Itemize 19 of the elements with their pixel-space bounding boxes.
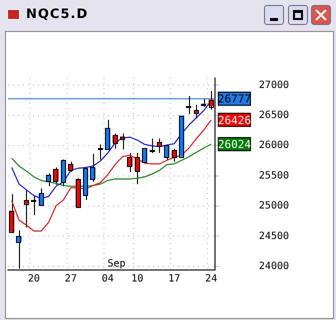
x-tick-label: 27 bbox=[64, 274, 77, 285]
x-tick-label: 20 bbox=[28, 274, 40, 285]
y-tick-label: 26000 bbox=[258, 140, 290, 152]
x-tick-label: 10 bbox=[131, 274, 144, 285]
x-tick-label: 24 bbox=[205, 274, 218, 285]
candlestick bbox=[127, 152, 133, 172]
y-tick-label: 24000 bbox=[258, 260, 290, 272]
annotation: Sep bbox=[107, 258, 126, 270]
x-tick-label: 17 bbox=[168, 274, 180, 285]
data-label: 26024 bbox=[218, 138, 252, 152]
x-tick-label: 04 bbox=[102, 274, 114, 285]
candlestick bbox=[60, 159, 66, 187]
y-tick-label: 26500 bbox=[258, 110, 290, 122]
candlestick bbox=[150, 138, 155, 154]
chart-title: NQC5.D bbox=[26, 7, 88, 22]
y-tick-label: 25000 bbox=[258, 200, 290, 212]
y-tick-label: 27000 bbox=[258, 80, 290, 91]
y-tick-label: 24500 bbox=[258, 230, 290, 242]
y-tick-label: 25500 bbox=[258, 170, 290, 182]
